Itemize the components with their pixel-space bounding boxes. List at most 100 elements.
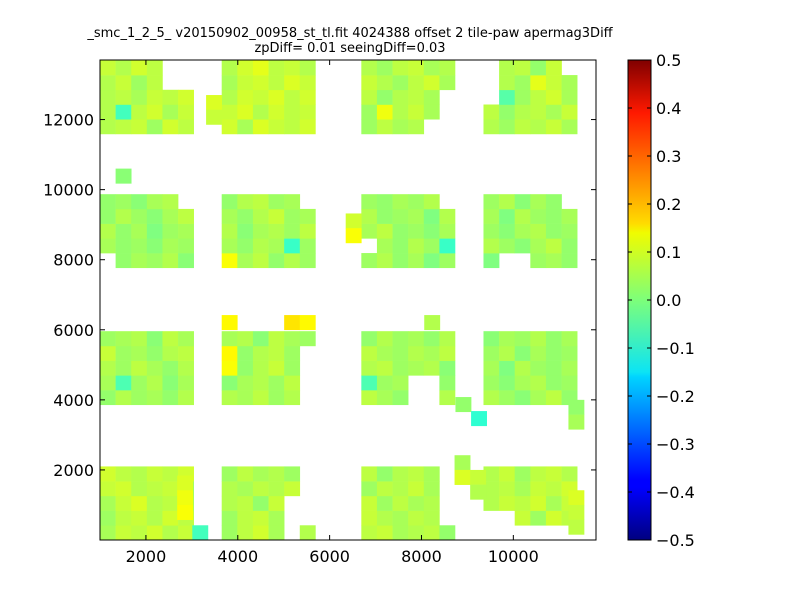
heatmap-cell [483,238,500,254]
heatmap-cell [392,75,409,91]
heatmap-cell [568,490,585,506]
heatmap-cell [376,253,393,269]
heatmap-cell [514,89,531,105]
heatmap-cell [392,104,409,120]
heatmap-cell [499,208,516,224]
heatmap-cell [252,119,269,135]
heatmap-cell [162,223,179,239]
heatmap-cell [483,481,500,497]
heatmap-cell [530,208,547,224]
heatmap-cell [483,194,500,210]
heatmap-cell [561,75,578,91]
heatmap-cell [361,119,378,135]
heatmap-cell [514,223,531,239]
heatmap-cell [376,390,393,406]
heatmap-cell [408,253,425,269]
heatmap-cell [423,60,440,76]
heatmap-cell [408,360,425,376]
heatmap-cell [423,481,440,497]
heatmap-cell [392,525,409,541]
heatmap-cell [252,495,269,511]
heatmap-cell [561,345,578,361]
heatmap-cell [514,60,531,76]
heatmap-cell [299,60,316,76]
heatmap-cell [252,375,269,391]
heatmap-cell [545,208,562,224]
colorbar-tick-label: 0.5 [656,51,681,70]
heatmap-cell [268,194,285,210]
heatmap-cell [499,89,516,105]
heatmap-cell [268,525,285,541]
heatmap-cell [221,253,238,269]
heatmap-cell [561,208,578,224]
heatmap-cell [177,490,194,506]
heatmap-cell [268,89,285,105]
heatmap-cell [146,119,163,135]
heatmap-cell [376,223,393,239]
heatmap-cell [423,194,440,210]
heatmap-cell [221,238,238,254]
heatmap-cell [221,466,238,482]
heatmap-cell [237,375,254,391]
heatmap-cell [221,75,238,91]
heatmap-cell [545,510,562,526]
heatmap-cell [408,345,425,361]
colorbar-axis: 0.5 0.4 0.3 0.2 0.1 0.0 −0.1 −0.2 −0.3 −0.4 −0.5 [628,51,695,550]
heatmap-cell [131,75,148,91]
heatmap-cell [100,119,116,135]
colorbar-tick-label: −0.5 [656,531,695,550]
heatmap-cell [545,360,562,376]
heatmap-cell [530,331,547,347]
heatmap-cell [361,390,378,406]
heatmap-cells [100,60,585,541]
heatmap-cell [206,95,222,111]
heatmap-cell [483,208,500,224]
heatmap-cell [392,390,409,406]
heatmap-cell [237,119,254,135]
heatmap-cell [221,360,238,376]
heatmap-cell [299,104,316,120]
heatmap-cell [100,238,116,254]
y-tick-label: 12000 [43,111,94,130]
heatmap-cell [146,345,163,361]
heatmap-cell [470,484,487,500]
x-tick-label: 6000 [309,547,350,566]
heatmap-cell [530,466,547,482]
heatmap-cell [268,466,285,482]
heatmap-cell [284,466,301,482]
heatmap-cell [376,194,393,210]
heatmap-cell [392,481,409,497]
heatmap-cell [530,390,547,406]
colorbar-tick-label: −0.4 [656,483,695,502]
heatmap-cell [423,345,440,361]
heatmap-cell [268,481,285,497]
heatmap-cell [115,345,132,361]
heatmap-cell [376,525,393,541]
heatmap-cell [514,331,531,347]
heatmap-cell [423,253,440,269]
heatmap-cell [177,475,194,491]
heatmap-cell [131,360,148,376]
heatmap-cell [376,495,393,511]
heatmap-cell [268,60,285,76]
heatmap-cell [423,466,440,482]
y-tick-label: 4000 [53,391,94,410]
heatmap-cell [268,119,285,135]
heatmap-cell [268,495,285,511]
heatmap-cell [268,208,285,224]
chart-subtitle: zpDiff= 0.01 seeingDiff=0.03 [254,41,446,56]
heatmap-cell [514,345,531,361]
heatmap-cell [146,481,163,497]
heatmap-cell [376,466,393,482]
heatmap-cell [299,75,316,91]
heatmap-cell [299,223,316,239]
heatmap-cell [162,360,179,376]
heatmap-cell [376,60,393,76]
heatmap-cell [221,331,238,347]
heatmap-cell [423,510,440,526]
heatmap-cell [408,495,425,511]
heatmap-cell [284,253,301,269]
colorbar-tick-label: −0.1 [656,339,695,358]
heatmap-cell [177,504,194,520]
